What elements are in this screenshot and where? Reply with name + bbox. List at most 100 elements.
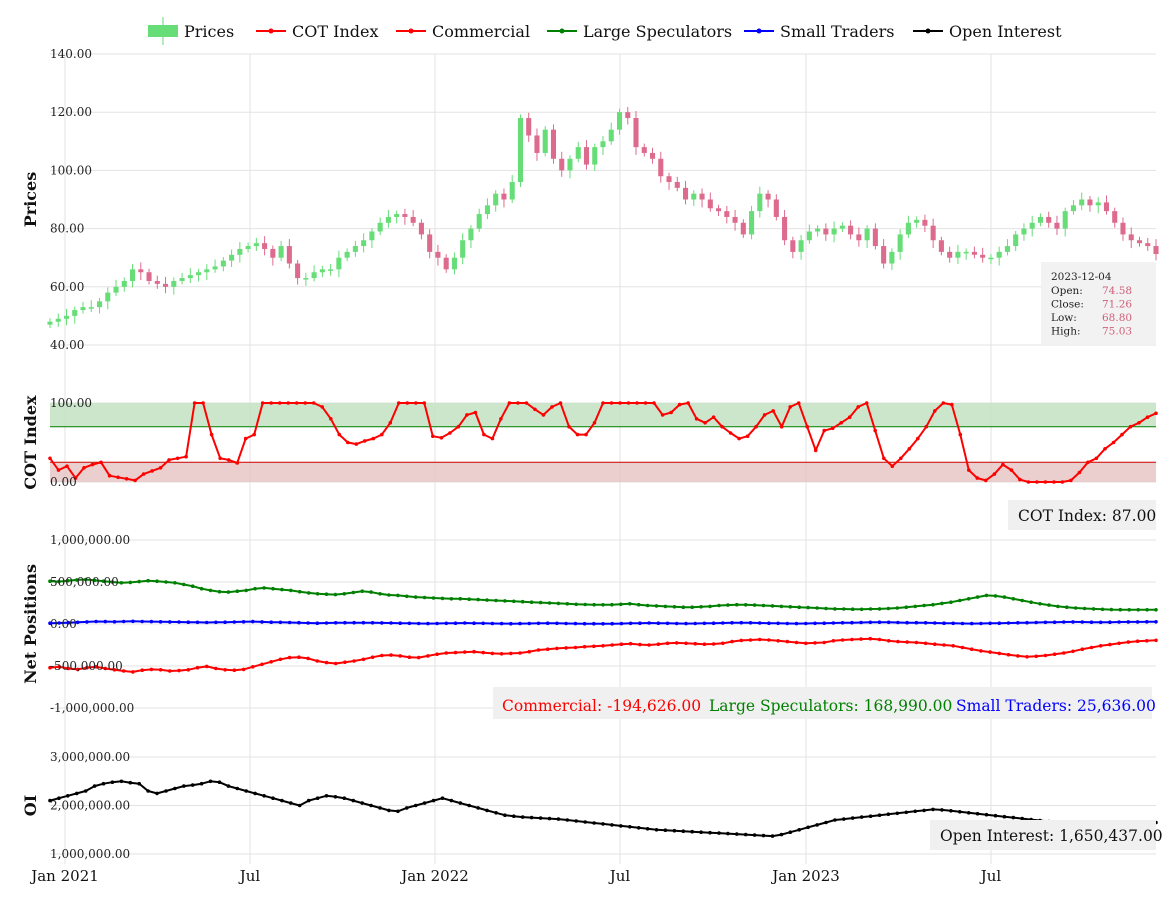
- net-y-tick-label-0: 1,000,000.00: [50, 533, 130, 547]
- open-interest-point-70: [672, 828, 677, 833]
- candle-body-128: [1103, 202, 1110, 212]
- net-y-tick-label-4: -1,000,000.00: [50, 701, 134, 715]
- commercial-point-38: [398, 654, 403, 658]
- cot-index-point-38: [371, 436, 376, 441]
- small-traders-point-16: [195, 620, 200, 625]
- small-traders-point-93: [905, 620, 909, 625]
- cot-index-point-47: [448, 431, 452, 435]
- candle-body-16: [179, 278, 185, 281]
- cot-index-point-35: [346, 440, 350, 445]
- legend-dot-5: [925, 28, 931, 34]
- large-speculators-point-122: [1136, 608, 1140, 612]
- small-traders-point-86: [840, 621, 845, 625]
- commercial-point-94: [914, 640, 919, 645]
- prices-y-tick-label-0: 140.00: [50, 47, 92, 61]
- cot-readout: COT Index: 87.00: [1018, 507, 1156, 525]
- large-speculators-point-112: [1047, 603, 1051, 607]
- large-speculators-point-72: [690, 605, 694, 609]
- candle-body-110: [955, 251, 961, 258]
- small-traders-point-66: [656, 621, 661, 625]
- large-speculators-point-80: [761, 603, 766, 608]
- large-speculators-point-106: [993, 594, 998, 598]
- cot-index-point-114: [1018, 477, 1022, 482]
- commercial-point-3: [75, 667, 80, 672]
- small-traders-point-100: [969, 621, 974, 626]
- cot-index-point-65: [601, 401, 605, 405]
- small-traders-point-34: [361, 620, 366, 625]
- open-interest-point-67: [645, 827, 650, 831]
- cot-index-point-28: [286, 401, 291, 405]
- open-interest-point-66: [636, 826, 641, 830]
- large-speculators-readout: Large Speculators: 168,990.00: [709, 697, 952, 715]
- large-speculators-point-92: [868, 607, 873, 611]
- commercial-point-71: [702, 642, 707, 646]
- commercial-point-17: [204, 664, 209, 669]
- open-interest-point-99: [931, 807, 935, 812]
- small-traders-point-112: [1080, 620, 1085, 624]
- candle-body-80: [707, 199, 713, 209]
- commercial-point-6: [103, 666, 108, 671]
- commercial-point-58: [582, 644, 587, 649]
- open-interest-point-97: [913, 809, 917, 814]
- open-interest-point-94: [886, 812, 891, 816]
- cot-index-point-80: [728, 431, 733, 435]
- candle-body-9: [121, 280, 127, 287]
- large-speculators-point-26: [280, 587, 284, 592]
- commercial-point-65: [647, 643, 651, 647]
- large-speculators-point-53: [520, 599, 525, 604]
- open-interest-point-50: [494, 811, 498, 815]
- prices-y-tick-label-2: 100.00: [50, 163, 92, 177]
- cot-index-point-92: [830, 426, 835, 431]
- candle-body-74: [658, 158, 664, 177]
- small-traders-point-98: [951, 621, 955, 626]
- small-traders-point-40: [416, 621, 421, 626]
- large-speculators-point-123: [1145, 608, 1149, 612]
- commercial-point-100: [969, 647, 974, 651]
- candle-body-73: [649, 152, 656, 159]
- prices-y-tick-label-5: 40.00: [50, 338, 84, 352]
- cot-index-point-19: [209, 432, 214, 437]
- commercial-point-119: [1145, 639, 1149, 643]
- commercial-point-112: [1080, 647, 1085, 651]
- candle-body-50: [460, 240, 466, 258]
- commercial-point-35: [370, 655, 375, 659]
- commercial-point-63: [628, 641, 633, 646]
- cot-index-point-42: [405, 401, 410, 405]
- cot-index-point-8: [116, 475, 120, 480]
- small-traders-point-24: [269, 620, 274, 624]
- open-interest-point-6: [101, 781, 106, 786]
- small-traders-point-1: [57, 621, 61, 625]
- small-traders-point-53: [536, 621, 541, 626]
- commercial-point-34: [361, 657, 366, 662]
- commercial-point-8: [121, 669, 126, 673]
- small-traders-point-63: [628, 621, 633, 626]
- cot-index-point-50: [473, 410, 478, 415]
- open-interest-point-105: [984, 812, 989, 817]
- commercial-point-113: [1089, 645, 1094, 650]
- cot-index-point-81: [737, 436, 741, 441]
- cot-index-point-22: [235, 461, 239, 465]
- prices-y-tick-label-4: 60.00: [50, 280, 84, 294]
- candle-body-53: [484, 205, 490, 215]
- cot-index-point-97: [873, 428, 877, 433]
- commercial-point-116: [1117, 641, 1121, 646]
- cot-index-point-102: [916, 436, 920, 441]
- cot-upper-band: [50, 403, 1156, 427]
- cot-index-point-123: [1094, 456, 1099, 461]
- prices-y-tick-label-1: 120.00: [50, 105, 92, 119]
- cot-index-point-45: [431, 434, 435, 439]
- cot-y-tick-label-0: 100.00: [50, 396, 92, 410]
- candle-body-84: [740, 222, 746, 235]
- small-traders-point-102: [988, 621, 992, 626]
- open-interest-point-78: [743, 832, 748, 837]
- large-speculators-point-1: [57, 579, 61, 584]
- open-interest-point-103: [966, 811, 971, 815]
- commercial-point-87: [850, 637, 854, 642]
- open-interest-point-4: [83, 789, 88, 793]
- candle-body-119: [1029, 222, 1035, 229]
- open-interest-point-71: [681, 829, 686, 833]
- cot-index-point-13: [158, 466, 163, 470]
- large-speculators-point-50: [494, 598, 498, 603]
- commercial-point-120: [1154, 638, 1158, 643]
- small-traders-point-13: [168, 620, 172, 624]
